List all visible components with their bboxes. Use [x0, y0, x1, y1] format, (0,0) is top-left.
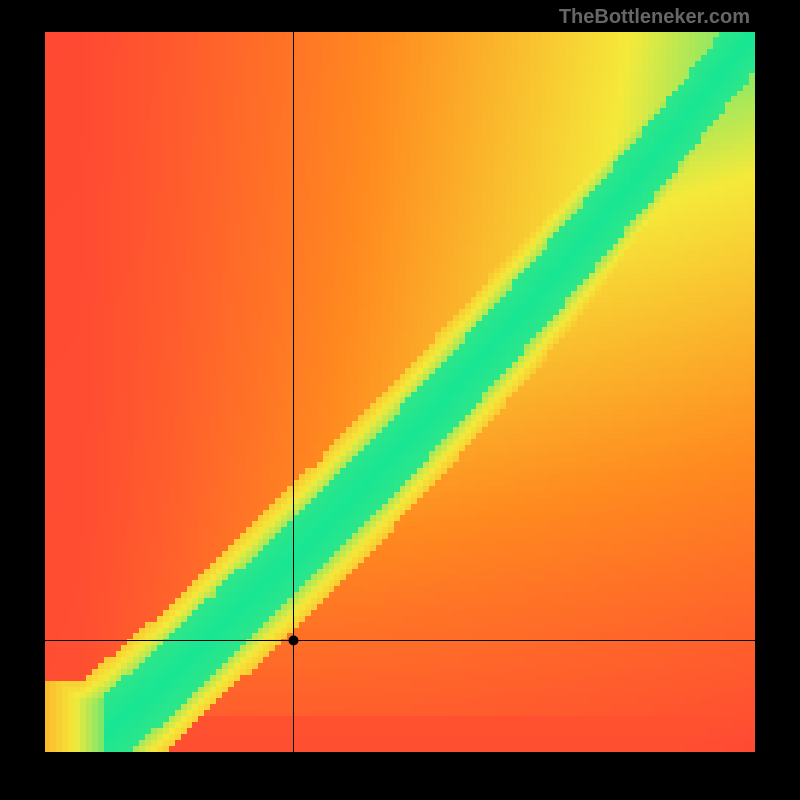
watermark-text: TheBottleneker.com — [559, 6, 750, 29]
heatmap-canvas — [45, 32, 755, 752]
heatmap-chart — [45, 32, 755, 752]
